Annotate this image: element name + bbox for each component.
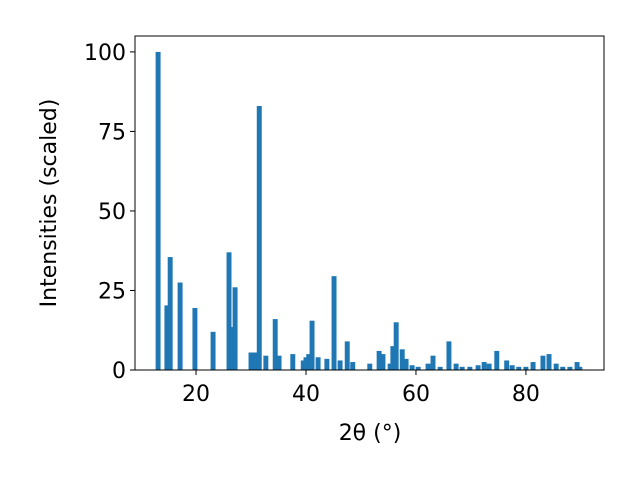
x-tick-label: 60 xyxy=(402,382,430,407)
bar xyxy=(276,355,282,370)
bar xyxy=(167,257,173,370)
bar xyxy=(155,51,161,371)
bar xyxy=(540,355,546,370)
bar xyxy=(229,327,235,370)
bar xyxy=(437,366,443,370)
bar xyxy=(210,331,216,370)
bar xyxy=(248,352,254,370)
bar xyxy=(387,363,393,370)
bar xyxy=(252,352,258,370)
y-tick-label: 100 xyxy=(84,41,126,66)
bar xyxy=(430,355,436,370)
bar xyxy=(459,366,465,370)
x-axis-label: 2θ (°) xyxy=(339,421,402,446)
y-tick-label: 0 xyxy=(112,359,126,384)
bar xyxy=(367,363,373,370)
bar xyxy=(263,355,269,370)
bar xyxy=(415,366,421,370)
bar xyxy=(494,350,500,370)
bar xyxy=(393,322,399,370)
bar xyxy=(560,366,566,370)
bar xyxy=(390,346,396,370)
bar xyxy=(232,287,238,370)
bar xyxy=(403,358,409,370)
bar xyxy=(516,366,522,370)
bar xyxy=(192,307,198,370)
bar xyxy=(509,365,515,370)
bar xyxy=(177,282,183,370)
bar xyxy=(380,354,386,370)
bar xyxy=(530,362,536,370)
bar xyxy=(453,363,459,370)
y-tick-label: 25 xyxy=(98,279,126,304)
bar xyxy=(256,105,262,370)
bar xyxy=(486,363,492,370)
y-axis-label: Intensities (scaled) xyxy=(37,99,62,308)
bar xyxy=(272,319,278,370)
bar xyxy=(303,357,309,370)
x-tick-label: 80 xyxy=(512,382,540,407)
bar xyxy=(399,349,405,370)
bar xyxy=(344,341,350,370)
plot-frame xyxy=(134,35,605,371)
bar xyxy=(290,354,296,370)
bar xyxy=(504,360,510,370)
bar xyxy=(567,366,573,370)
bar xyxy=(481,362,487,370)
bar xyxy=(300,360,306,370)
bar xyxy=(553,363,559,370)
bar xyxy=(523,366,529,370)
bar xyxy=(574,362,580,370)
bar xyxy=(350,362,356,370)
bar xyxy=(337,360,343,370)
bar xyxy=(467,366,473,370)
y-tick-label: 75 xyxy=(98,120,126,145)
bar xyxy=(425,363,431,370)
bar xyxy=(306,354,312,370)
bar xyxy=(164,305,170,370)
bar xyxy=(315,357,321,370)
x-tick-label: 20 xyxy=(182,382,210,407)
y-tick-label: 50 xyxy=(98,200,126,225)
bar xyxy=(324,358,330,370)
bar xyxy=(546,354,552,370)
bar xyxy=(409,365,415,370)
bar xyxy=(577,366,583,370)
bar xyxy=(309,320,315,370)
x-tick-label: 40 xyxy=(292,382,320,407)
bar xyxy=(331,276,337,370)
bar xyxy=(475,365,481,370)
bar xyxy=(376,350,382,370)
bar xyxy=(446,341,452,370)
bar xyxy=(226,252,232,370)
